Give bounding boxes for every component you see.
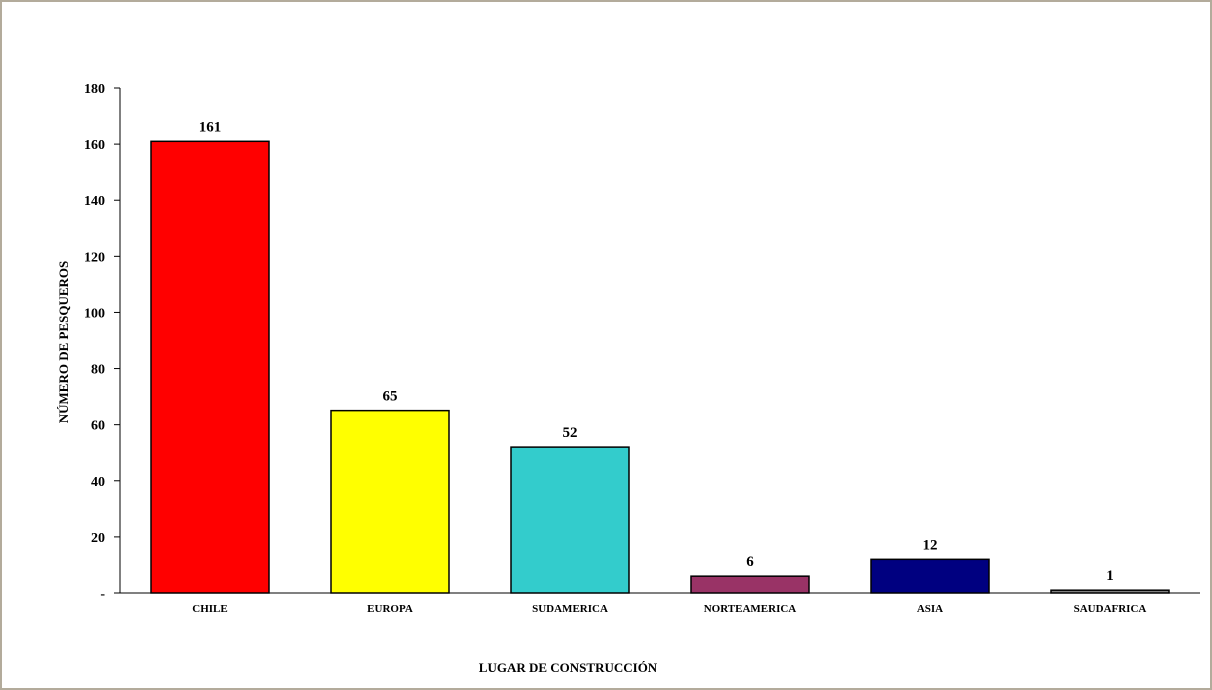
y-axis-title: NÚMERO DE PESQUEROS: [56, 261, 71, 424]
y-tick-label: 40: [91, 475, 105, 490]
data-label: 12: [923, 537, 938, 553]
category-label: ASIA: [917, 603, 943, 615]
category-label: SUDAMERICA: [532, 603, 608, 615]
y-tick-label: 100: [84, 306, 105, 321]
bar-saudafrica: [1050, 589, 1170, 594]
data-label: 65: [383, 389, 398, 405]
bar-sudamerica: [510, 446, 630, 594]
category-label: NORTEAMERICA: [704, 603, 797, 615]
y-tick-label: 180: [84, 82, 105, 97]
category-labels: CHILE EUROPA SUDAMERICA NORTEAMERICA ASIA SAU…: [192, 603, 1146, 615]
y-tick-label: 160: [84, 138, 105, 153]
bar-europa: [330, 409, 450, 594]
y-ticks: - 20 40 60 80 100 120 140 160 180: [84, 82, 120, 602]
category-label: SAUDAFRICA: [1074, 603, 1147, 615]
category-label: CHILE: [192, 603, 227, 615]
y-tick-label: -: [100, 587, 105, 602]
data-label: 1: [1106, 568, 1114, 584]
data-label: 6: [746, 554, 754, 570]
y-tick-label: 120: [84, 250, 105, 265]
data-label: 161: [199, 119, 222, 135]
axes: [119, 88, 1200, 594]
bar-chile: [150, 140, 270, 594]
x-axis-title: LUGAR DE CONSTRUCCIÓN: [479, 660, 658, 675]
y-tick-label: 20: [91, 531, 105, 546]
y-tick-label: 80: [91, 363, 105, 378]
bars: [150, 140, 1170, 594]
data-labels: 161 65 52 6 12 1: [199, 119, 1114, 584]
y-tick-label: 140: [84, 194, 105, 209]
data-label: 52: [563, 425, 578, 441]
y-tick-label: 60: [91, 419, 105, 434]
category-label: EUROPA: [367, 603, 413, 615]
bar-norteamerica: [690, 575, 810, 594]
bar-asia: [870, 558, 990, 594]
